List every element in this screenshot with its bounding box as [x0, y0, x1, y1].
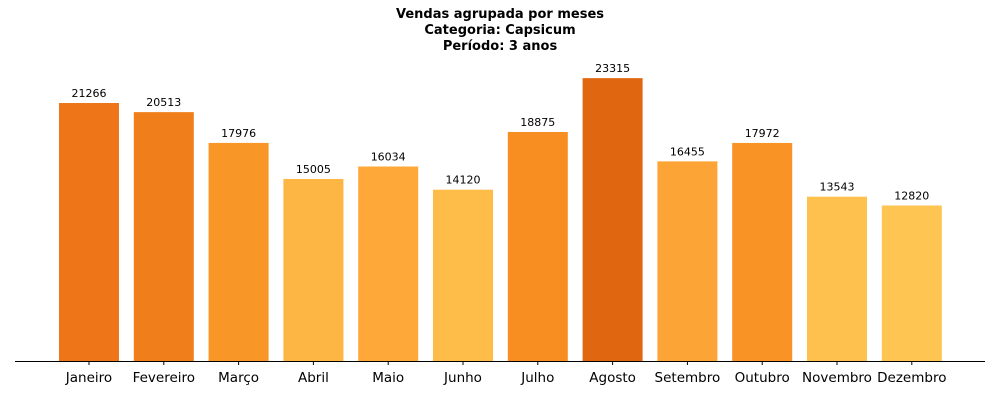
- bar-outubro: [732, 142, 793, 361]
- bar-value-label: 12820: [894, 189, 929, 202]
- x-tick-label: Setembro: [655, 370, 721, 386]
- chart-title-line-2: Categoria: Capsicum: [424, 23, 576, 38]
- x-tick-label: Junho: [443, 370, 482, 386]
- x-tick-label: Agosto: [589, 370, 636, 386]
- x-tick-label: Março: [218, 370, 259, 386]
- bar-value-label: 23315: [595, 62, 630, 75]
- x-tick-label: Outubro: [735, 370, 790, 386]
- bar-fevereiro: [133, 112, 194, 361]
- bar-value-label: 18875: [520, 116, 555, 129]
- value-labels-layer: 21266 20513 17976 15005 16034 14120 18875 23315…: [72, 62, 930, 202]
- x-tick-label: Dezembro: [877, 370, 946, 386]
- bar-abril: [283, 178, 344, 361]
- bar-novembro: [807, 196, 867, 361]
- bar-dezembro: [881, 205, 942, 361]
- bars-layer: [59, 78, 942, 362]
- x-tick-label: Fevereiro: [133, 370, 195, 386]
- bar-setembro: [657, 161, 718, 361]
- x-tick-label: Novembro: [802, 370, 872, 386]
- bar-maio: [358, 166, 419, 361]
- x-axis: [15, 361, 985, 365]
- bar-value-label: 21266: [72, 87, 107, 100]
- bar-value-label: 13543: [820, 181, 855, 194]
- x-tick-label: Janeiro: [65, 370, 112, 386]
- bar-março: [208, 142, 269, 361]
- x-tick-label: Abril: [298, 370, 329, 386]
- bar-julho: [507, 132, 568, 361]
- x-tick-labels: Janeiro Fevereiro Março Abril Maio Junho Julho…: [65, 370, 947, 386]
- bar-value-label: 14120: [446, 174, 481, 187]
- x-tick-label: Julho: [520, 370, 554, 386]
- bar-value-label: 16455: [670, 145, 705, 158]
- bar-agosto: [582, 78, 643, 362]
- bar-value-label: 17976: [221, 127, 256, 140]
- bar-value-label: 15005: [296, 163, 331, 176]
- chart-title-line-3: Período: 3 anos: [442, 39, 558, 54]
- bar-value-label: 16034: [371, 150, 406, 163]
- bar-janeiro: [59, 103, 119, 361]
- x-tick-label: Maio: [372, 370, 404, 386]
- bar-junho: [433, 189, 493, 361]
- chart-title-line-1: Vendas agrupada por meses: [395, 7, 605, 22]
- bar-value-label: 20513: [146, 96, 181, 109]
- chart-title: Vendas agrupada por meses Categoria: Cap…: [0, 7, 1000, 55]
- bar-value-label: 17972: [745, 127, 780, 140]
